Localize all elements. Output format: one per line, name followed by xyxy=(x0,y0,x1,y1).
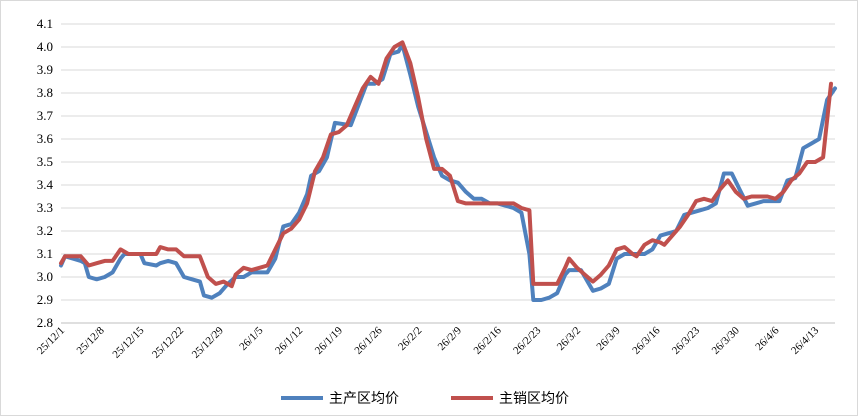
x-tick-label: 26/1/26 xyxy=(352,324,385,357)
x-tick-label: 26/3/2 xyxy=(555,325,583,353)
legend-label: 主销区均价 xyxy=(499,391,569,407)
x-tick-label: 26/3/30 xyxy=(710,324,743,357)
x-tick-label: 26/2/2 xyxy=(396,325,424,353)
y-tick-label: 3.1 xyxy=(37,246,53,261)
x-tick-label: 26/1/12 xyxy=(273,325,305,357)
x-tick-label: 26/1/19 xyxy=(313,324,346,357)
y-tick-label: 3.6 xyxy=(37,131,54,146)
x-tick-label: 25/12/8 xyxy=(75,324,108,357)
x-tick-label: 26/3/9 xyxy=(594,324,623,353)
y-tick-label: 3.3 xyxy=(37,200,53,215)
y-tick-label: 3.2 xyxy=(37,223,53,238)
y-tick-label: 3.7 xyxy=(37,108,54,123)
y-tick-label: 2.9 xyxy=(37,292,53,307)
x-tick-label: 26/2/9 xyxy=(436,324,465,353)
x-tick-label: 26/4/13 xyxy=(789,324,822,357)
x-tick-label: 26/4/6 xyxy=(753,324,782,353)
y-tick-label: 3.9 xyxy=(37,62,53,77)
legend-label: 主产区均价 xyxy=(329,391,399,407)
x-tick-label: 26/3/23 xyxy=(670,324,703,357)
y-tick-label: 3.5 xyxy=(37,154,53,169)
y-tick-label: 3.4 xyxy=(37,177,54,192)
x-tick-label: 25/12/29 xyxy=(190,324,226,360)
series-line-1 xyxy=(59,42,837,302)
series-line-2 xyxy=(59,40,833,289)
y-tick-label: 4.0 xyxy=(37,39,53,54)
x-tick-label: 26/1/5 xyxy=(237,324,266,353)
x-tick-label: 26/2/16 xyxy=(471,324,504,357)
y-tick-label: 3.8 xyxy=(37,85,53,100)
x-tick-label: 25/12/22 xyxy=(150,325,186,361)
y-tick-label: 4.1 xyxy=(37,16,53,31)
y-tick-label: 2.8 xyxy=(37,315,53,330)
y-tick-label: 3.0 xyxy=(37,269,53,284)
x-tick-label: 26/2/23 xyxy=(511,324,544,357)
x-tick-label: 25/12/15 xyxy=(110,324,146,360)
x-tick-label: 26/3/16 xyxy=(630,324,663,357)
